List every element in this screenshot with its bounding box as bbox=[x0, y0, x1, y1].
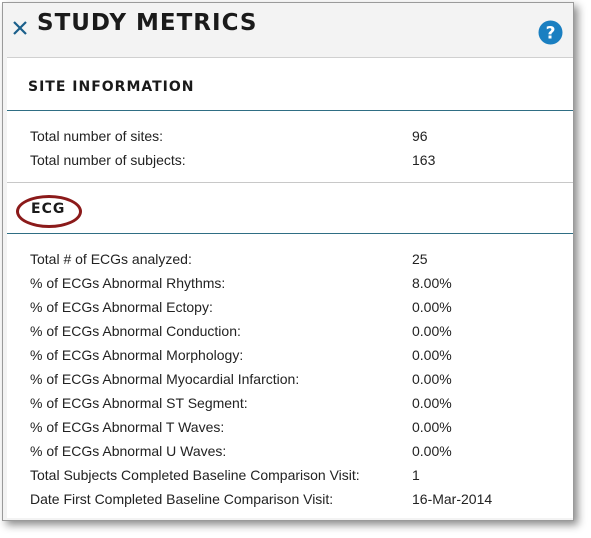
row-value: 0.00% bbox=[412, 347, 452, 363]
row-value: 8.00% bbox=[412, 275, 452, 291]
ecg-row: % of ECGs Abnormal Myocardial Infarction… bbox=[30, 368, 550, 390]
row-label: Total # of ECGs analyzed: bbox=[30, 251, 192, 267]
row-label: % of ECGs Abnormal ST Segment: bbox=[30, 395, 248, 411]
page-title: STUDY METRICS bbox=[37, 10, 258, 36]
row-label: % of ECGs Abnormal Conduction: bbox=[30, 323, 241, 339]
help-glyph: ? bbox=[546, 24, 556, 44]
panel-header: STUDY METRICS ? bbox=[3, 3, 573, 57]
row-value: 0.00% bbox=[412, 443, 452, 459]
ecg-row: Total Subjects Completed Baseline Compar… bbox=[30, 464, 550, 486]
section-divider bbox=[7, 233, 573, 234]
study-metrics-panel: STUDY METRICS ? SITE INFORMATION Total n… bbox=[2, 2, 574, 521]
ecg-row: % of ECGs Abnormal Morphology: 0.00% bbox=[30, 344, 550, 366]
row-value: 96 bbox=[412, 128, 428, 144]
row-value: 25 bbox=[412, 251, 428, 267]
row-label: % of ECGs Abnormal T Waves: bbox=[30, 419, 225, 435]
close-icon[interactable] bbox=[9, 16, 31, 38]
help-icon[interactable]: ? bbox=[538, 20, 563, 45]
row-label: % of ECGs Abnormal U Waves: bbox=[30, 443, 227, 459]
ecg-row: Total # of ECGs analyzed: 25 bbox=[30, 248, 550, 270]
row-value: 16-Mar-2014 bbox=[412, 491, 493, 507]
ecg-row: Date First Completed Baseline Comparison… bbox=[30, 488, 550, 510]
row-value: 163 bbox=[412, 152, 436, 168]
row-value: 0.00% bbox=[412, 395, 452, 411]
site-info-row: Total number of subjects: 163 bbox=[30, 149, 550, 171]
row-label: Date First Completed Baseline Comparison… bbox=[30, 491, 334, 507]
site-information-title: SITE INFORMATION bbox=[28, 79, 195, 95]
ecg-row: % of ECGs Abnormal T Waves: 0.00% bbox=[30, 416, 550, 438]
row-label: Total number of subjects: bbox=[30, 152, 186, 168]
row-label: % of ECGs Abnormal Morphology: bbox=[30, 347, 244, 363]
row-value: 0.00% bbox=[412, 371, 452, 387]
row-label: Total number of sites: bbox=[30, 128, 164, 144]
ecg-row: % of ECGs Abnormal Conduction: 0.00% bbox=[30, 320, 550, 342]
ecg-row: % of ECGs Abnormal Ectopy: 0.00% bbox=[30, 296, 550, 318]
row-label: % of ECGs Abnormal Ectopy: bbox=[30, 299, 213, 315]
row-value: 0.00% bbox=[412, 419, 452, 435]
section-separator bbox=[7, 182, 573, 183]
ecg-row: % of ECGs Abnormal ST Segment: 0.00% bbox=[30, 392, 550, 414]
row-label: % of ECGs Abnormal Rhythms: bbox=[30, 275, 226, 291]
row-value: 0.00% bbox=[412, 299, 452, 315]
row-label: % of ECGs Abnormal Myocardial Infarction… bbox=[30, 371, 300, 387]
ecg-row: % of ECGs Abnormal Rhythms: 8.00% bbox=[30, 272, 550, 294]
section-divider bbox=[7, 110, 573, 111]
row-value: 0.00% bbox=[412, 323, 452, 339]
metrics-content: SITE INFORMATION Total number of sites: … bbox=[7, 57, 573, 518]
ecg-row: % of ECGs Abnormal U Waves: 0.00% bbox=[30, 440, 550, 462]
site-info-row: Total number of sites: 96 bbox=[30, 125, 550, 147]
row-value: 1 bbox=[412, 467, 420, 483]
row-label: Total Subjects Completed Baseline Compar… bbox=[30, 467, 360, 483]
ecg-highlight-circle bbox=[16, 195, 82, 228]
ecg-title: ECG bbox=[31, 201, 66, 217]
